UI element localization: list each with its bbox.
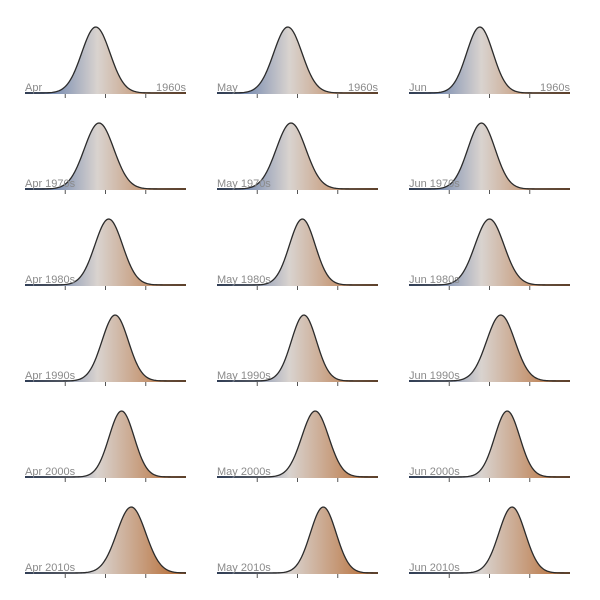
baseline	[217, 380, 378, 382]
panel-label: May 1990s	[217, 370, 271, 382]
density-area	[409, 507, 570, 573]
density-curve	[217, 122, 378, 190]
density-area	[217, 27, 378, 93]
panel: Apr 1970s	[25, 122, 186, 194]
density-area	[25, 315, 186, 381]
baseline	[409, 92, 570, 94]
panel: Jun 2010s	[409, 506, 571, 578]
density-curve	[25, 122, 186, 190]
panel: Apr 1990s	[25, 314, 186, 386]
density-curve	[25, 410, 186, 478]
baseline	[217, 188, 378, 190]
panel-label: May 1980s	[217, 274, 271, 286]
panel-label: Jun 2000s	[409, 466, 460, 478]
panel: May 1990s	[217, 314, 378, 386]
density-area	[217, 315, 378, 381]
density-curve	[409, 218, 570, 286]
panel-label: May	[217, 82, 238, 94]
panel-label: Apr 2010s	[25, 562, 76, 574]
density-area	[25, 219, 186, 285]
density-area	[25, 123, 186, 189]
density-curve	[409, 26, 570, 94]
density-area	[409, 411, 570, 477]
density-curve	[217, 218, 378, 286]
panel: Apr 2010s	[25, 506, 187, 578]
panel-label: Apr	[25, 82, 42, 94]
density-curve	[409, 122, 570, 190]
baseline	[217, 284, 378, 286]
baseline	[217, 92, 378, 94]
baseline	[409, 476, 570, 478]
panel: May 1980s	[217, 218, 378, 290]
density-curve	[217, 410, 378, 478]
panel: May 1970s	[217, 122, 378, 194]
density-curve	[217, 506, 378, 574]
panel-label: Jun 1980s	[409, 274, 460, 286]
baseline	[409, 284, 570, 286]
density-area	[409, 315, 570, 381]
baseline	[25, 476, 186, 478]
baseline	[25, 380, 186, 382]
density-curve	[25, 506, 187, 574]
panel: Jun 1990s	[409, 314, 570, 386]
panel-label: Jun 1970s	[409, 178, 460, 190]
baseline	[409, 380, 570, 382]
density-curve	[409, 506, 571, 574]
density-area	[217, 123, 378, 189]
baseline	[217, 572, 378, 574]
panel: Jun 1970s	[409, 122, 570, 194]
panel-label: Jun 2010s	[409, 562, 460, 574]
panel-label: Jun 1990s	[409, 370, 460, 382]
density-area	[217, 219, 378, 285]
panel: May 1960s	[217, 26, 378, 98]
baseline	[25, 92, 186, 94]
panel: Apr 1960s	[25, 26, 186, 98]
panel-label: May 2000s	[217, 466, 271, 478]
panel-label: May 2010s	[217, 562, 271, 574]
baseline	[409, 188, 570, 190]
panel-decade-label: 1960s	[540, 82, 570, 94]
panel-label: Apr 1980s	[25, 274, 76, 286]
density-area	[409, 27, 570, 93]
density-area	[25, 507, 186, 573]
density-curve	[25, 314, 186, 382]
density-curve	[409, 314, 570, 382]
panel: May 2010s	[217, 506, 378, 578]
density-area	[217, 411, 378, 477]
density-curve	[217, 314, 378, 382]
panel-label: Apr 2000s	[25, 466, 76, 478]
panel-label: Apr 1990s	[25, 370, 76, 382]
density-area	[409, 123, 570, 189]
baseline	[25, 188, 186, 190]
density-curve	[25, 26, 186, 94]
density-curve	[217, 26, 378, 94]
density-curve	[409, 410, 570, 478]
panel: Jun 1960s	[409, 26, 570, 98]
density-curve	[25, 218, 186, 286]
density-area	[25, 27, 186, 93]
panel: May 2000s	[217, 410, 378, 482]
baseline	[409, 572, 570, 574]
panel-label: Jun	[409, 82, 427, 94]
panel: Apr 2000s	[25, 410, 186, 482]
baseline	[25, 284, 186, 286]
panel-decade-label: 1960s	[156, 82, 186, 94]
density-area	[217, 507, 378, 573]
panel: Jun 2000s	[409, 410, 570, 482]
panel-label: May 1970s	[217, 178, 271, 190]
panel: Jun 1980s	[409, 218, 570, 290]
density-area	[25, 411, 186, 477]
panel: Apr 1980s	[25, 218, 186, 290]
panel-decade-label: 1960s	[348, 82, 378, 94]
panel-label: Apr 1970s	[25, 178, 76, 190]
panels-group: Apr 1960s May 1960s Jun 1960s Apr 1970s May 197…	[25, 26, 571, 578]
density-area	[409, 219, 570, 285]
baseline	[25, 572, 186, 574]
baseline	[217, 476, 378, 478]
